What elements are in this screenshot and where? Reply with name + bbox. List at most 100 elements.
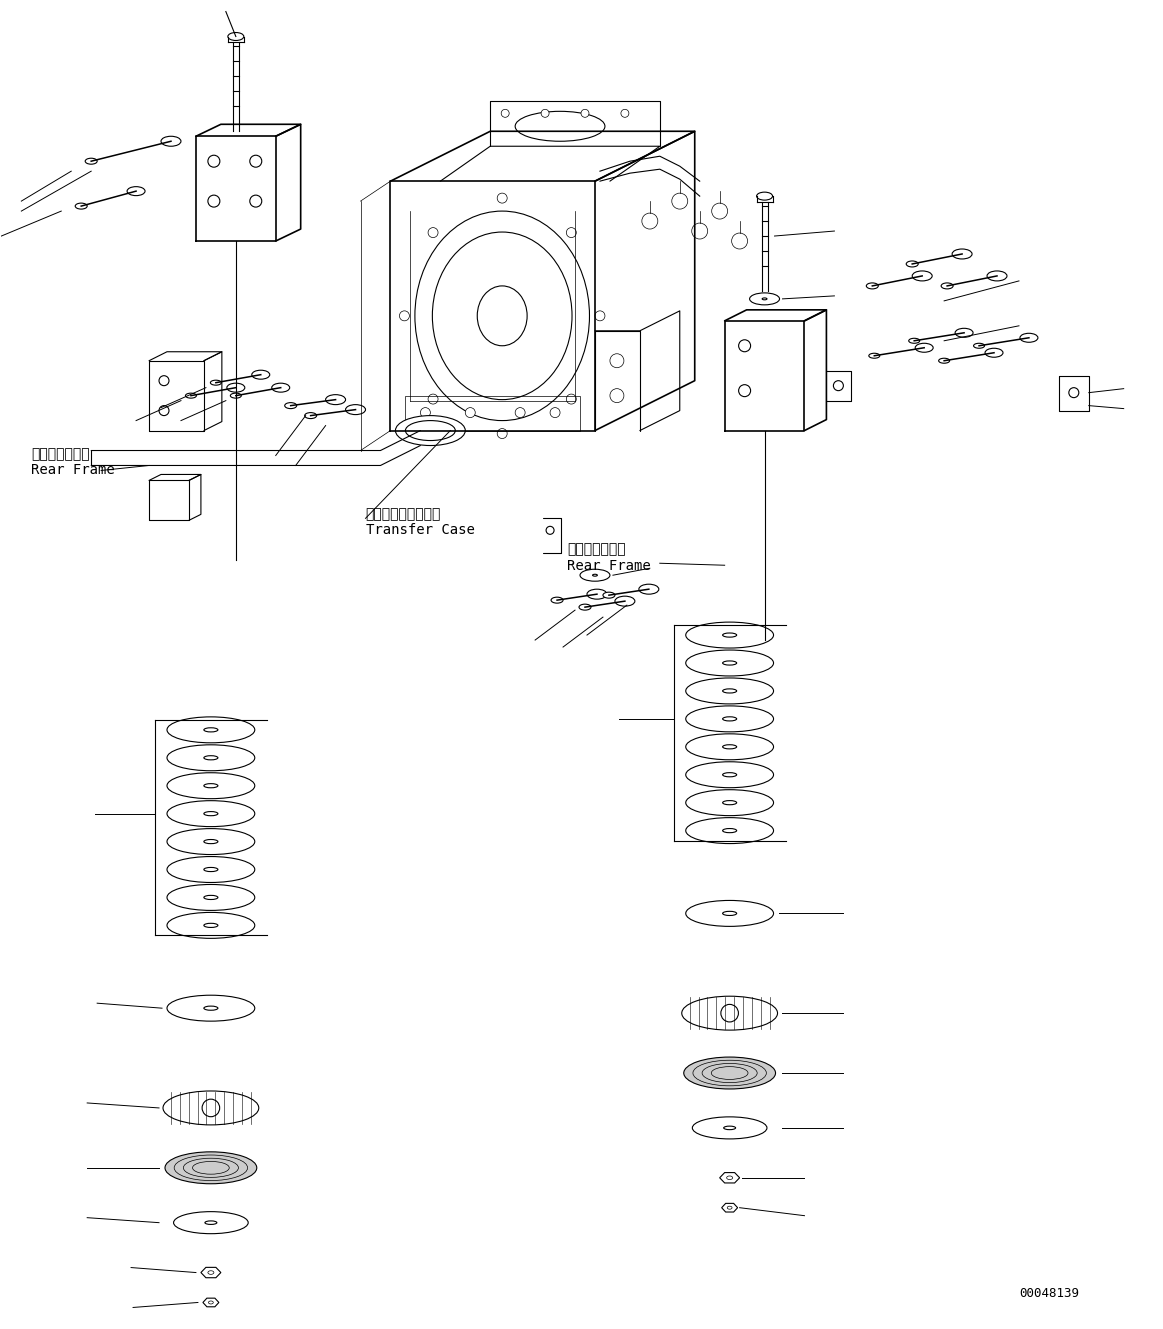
Ellipse shape xyxy=(941,283,954,288)
Ellipse shape xyxy=(906,260,919,267)
Ellipse shape xyxy=(167,772,255,799)
Ellipse shape xyxy=(692,1116,766,1139)
Ellipse shape xyxy=(682,997,778,1030)
Circle shape xyxy=(595,311,605,320)
Polygon shape xyxy=(202,1298,219,1306)
Circle shape xyxy=(208,155,220,167)
Ellipse shape xyxy=(204,868,217,872)
Circle shape xyxy=(428,227,438,238)
Circle shape xyxy=(498,193,507,203)
Ellipse shape xyxy=(167,828,255,855)
Ellipse shape xyxy=(722,633,736,637)
Circle shape xyxy=(250,195,262,207)
Ellipse shape xyxy=(866,283,878,288)
Ellipse shape xyxy=(185,393,197,399)
Ellipse shape xyxy=(762,298,766,300)
Ellipse shape xyxy=(204,784,217,788)
Ellipse shape xyxy=(869,354,879,359)
Ellipse shape xyxy=(684,1057,776,1088)
Circle shape xyxy=(159,405,169,416)
Ellipse shape xyxy=(686,650,773,676)
Circle shape xyxy=(609,354,623,368)
Ellipse shape xyxy=(230,393,241,399)
Circle shape xyxy=(465,408,476,417)
Circle shape xyxy=(498,428,507,439)
Circle shape xyxy=(566,227,577,238)
Ellipse shape xyxy=(76,203,87,209)
Ellipse shape xyxy=(939,359,950,363)
Text: リャーフレーム: リャーフレーム xyxy=(31,448,90,461)
Polygon shape xyxy=(201,1268,221,1277)
Ellipse shape xyxy=(686,789,773,816)
Text: Rear Frame: Rear Frame xyxy=(568,560,651,573)
Ellipse shape xyxy=(722,800,736,805)
Circle shape xyxy=(208,195,220,207)
Ellipse shape xyxy=(167,716,255,743)
Ellipse shape xyxy=(167,856,255,882)
Circle shape xyxy=(501,109,509,117)
Text: Transfer Case: Transfer Case xyxy=(365,524,475,537)
Circle shape xyxy=(159,376,169,385)
Ellipse shape xyxy=(204,896,217,900)
Ellipse shape xyxy=(163,1091,259,1124)
Circle shape xyxy=(582,109,588,117)
Circle shape xyxy=(541,109,549,117)
Circle shape xyxy=(420,408,430,417)
Ellipse shape xyxy=(722,744,736,748)
Ellipse shape xyxy=(722,772,736,777)
Ellipse shape xyxy=(579,605,591,610)
Circle shape xyxy=(566,395,577,404)
Ellipse shape xyxy=(204,728,217,732)
Ellipse shape xyxy=(204,1006,217,1010)
Circle shape xyxy=(609,388,623,403)
Ellipse shape xyxy=(204,924,217,928)
Ellipse shape xyxy=(173,1212,248,1233)
Circle shape xyxy=(739,384,750,396)
Ellipse shape xyxy=(593,574,598,577)
Ellipse shape xyxy=(686,762,773,788)
Ellipse shape xyxy=(722,688,736,692)
Circle shape xyxy=(250,155,262,167)
Circle shape xyxy=(399,311,409,320)
Polygon shape xyxy=(722,1203,737,1212)
Text: リャーフレーム: リャーフレーム xyxy=(568,542,626,557)
Ellipse shape xyxy=(757,193,772,201)
Ellipse shape xyxy=(551,597,563,603)
Ellipse shape xyxy=(686,622,773,649)
Ellipse shape xyxy=(686,901,773,926)
Ellipse shape xyxy=(686,706,773,732)
Ellipse shape xyxy=(305,412,316,419)
Ellipse shape xyxy=(722,828,736,833)
Ellipse shape xyxy=(204,812,217,816)
Text: トランスファケース: トランスファケース xyxy=(365,508,441,521)
Ellipse shape xyxy=(723,1126,736,1130)
Circle shape xyxy=(621,109,629,117)
Ellipse shape xyxy=(602,593,615,598)
Circle shape xyxy=(834,380,843,391)
Text: 00048139: 00048139 xyxy=(1019,1286,1079,1300)
Ellipse shape xyxy=(908,339,920,343)
Circle shape xyxy=(1069,388,1079,397)
Ellipse shape xyxy=(167,744,255,771)
Ellipse shape xyxy=(211,380,221,385)
Ellipse shape xyxy=(204,840,217,844)
Ellipse shape xyxy=(686,734,773,760)
Ellipse shape xyxy=(686,817,773,844)
Ellipse shape xyxy=(167,913,255,938)
Circle shape xyxy=(739,340,750,352)
Ellipse shape xyxy=(395,416,465,445)
Ellipse shape xyxy=(167,800,255,827)
Ellipse shape xyxy=(167,885,255,910)
Ellipse shape xyxy=(973,343,985,348)
Ellipse shape xyxy=(722,661,736,664)
Circle shape xyxy=(428,395,438,404)
Ellipse shape xyxy=(686,678,773,704)
Circle shape xyxy=(515,408,526,417)
Circle shape xyxy=(550,408,561,417)
Ellipse shape xyxy=(85,158,98,165)
Bar xyxy=(406,396,580,431)
Ellipse shape xyxy=(580,569,609,581)
Ellipse shape xyxy=(750,292,779,304)
Ellipse shape xyxy=(228,32,244,40)
Circle shape xyxy=(721,1005,739,1022)
